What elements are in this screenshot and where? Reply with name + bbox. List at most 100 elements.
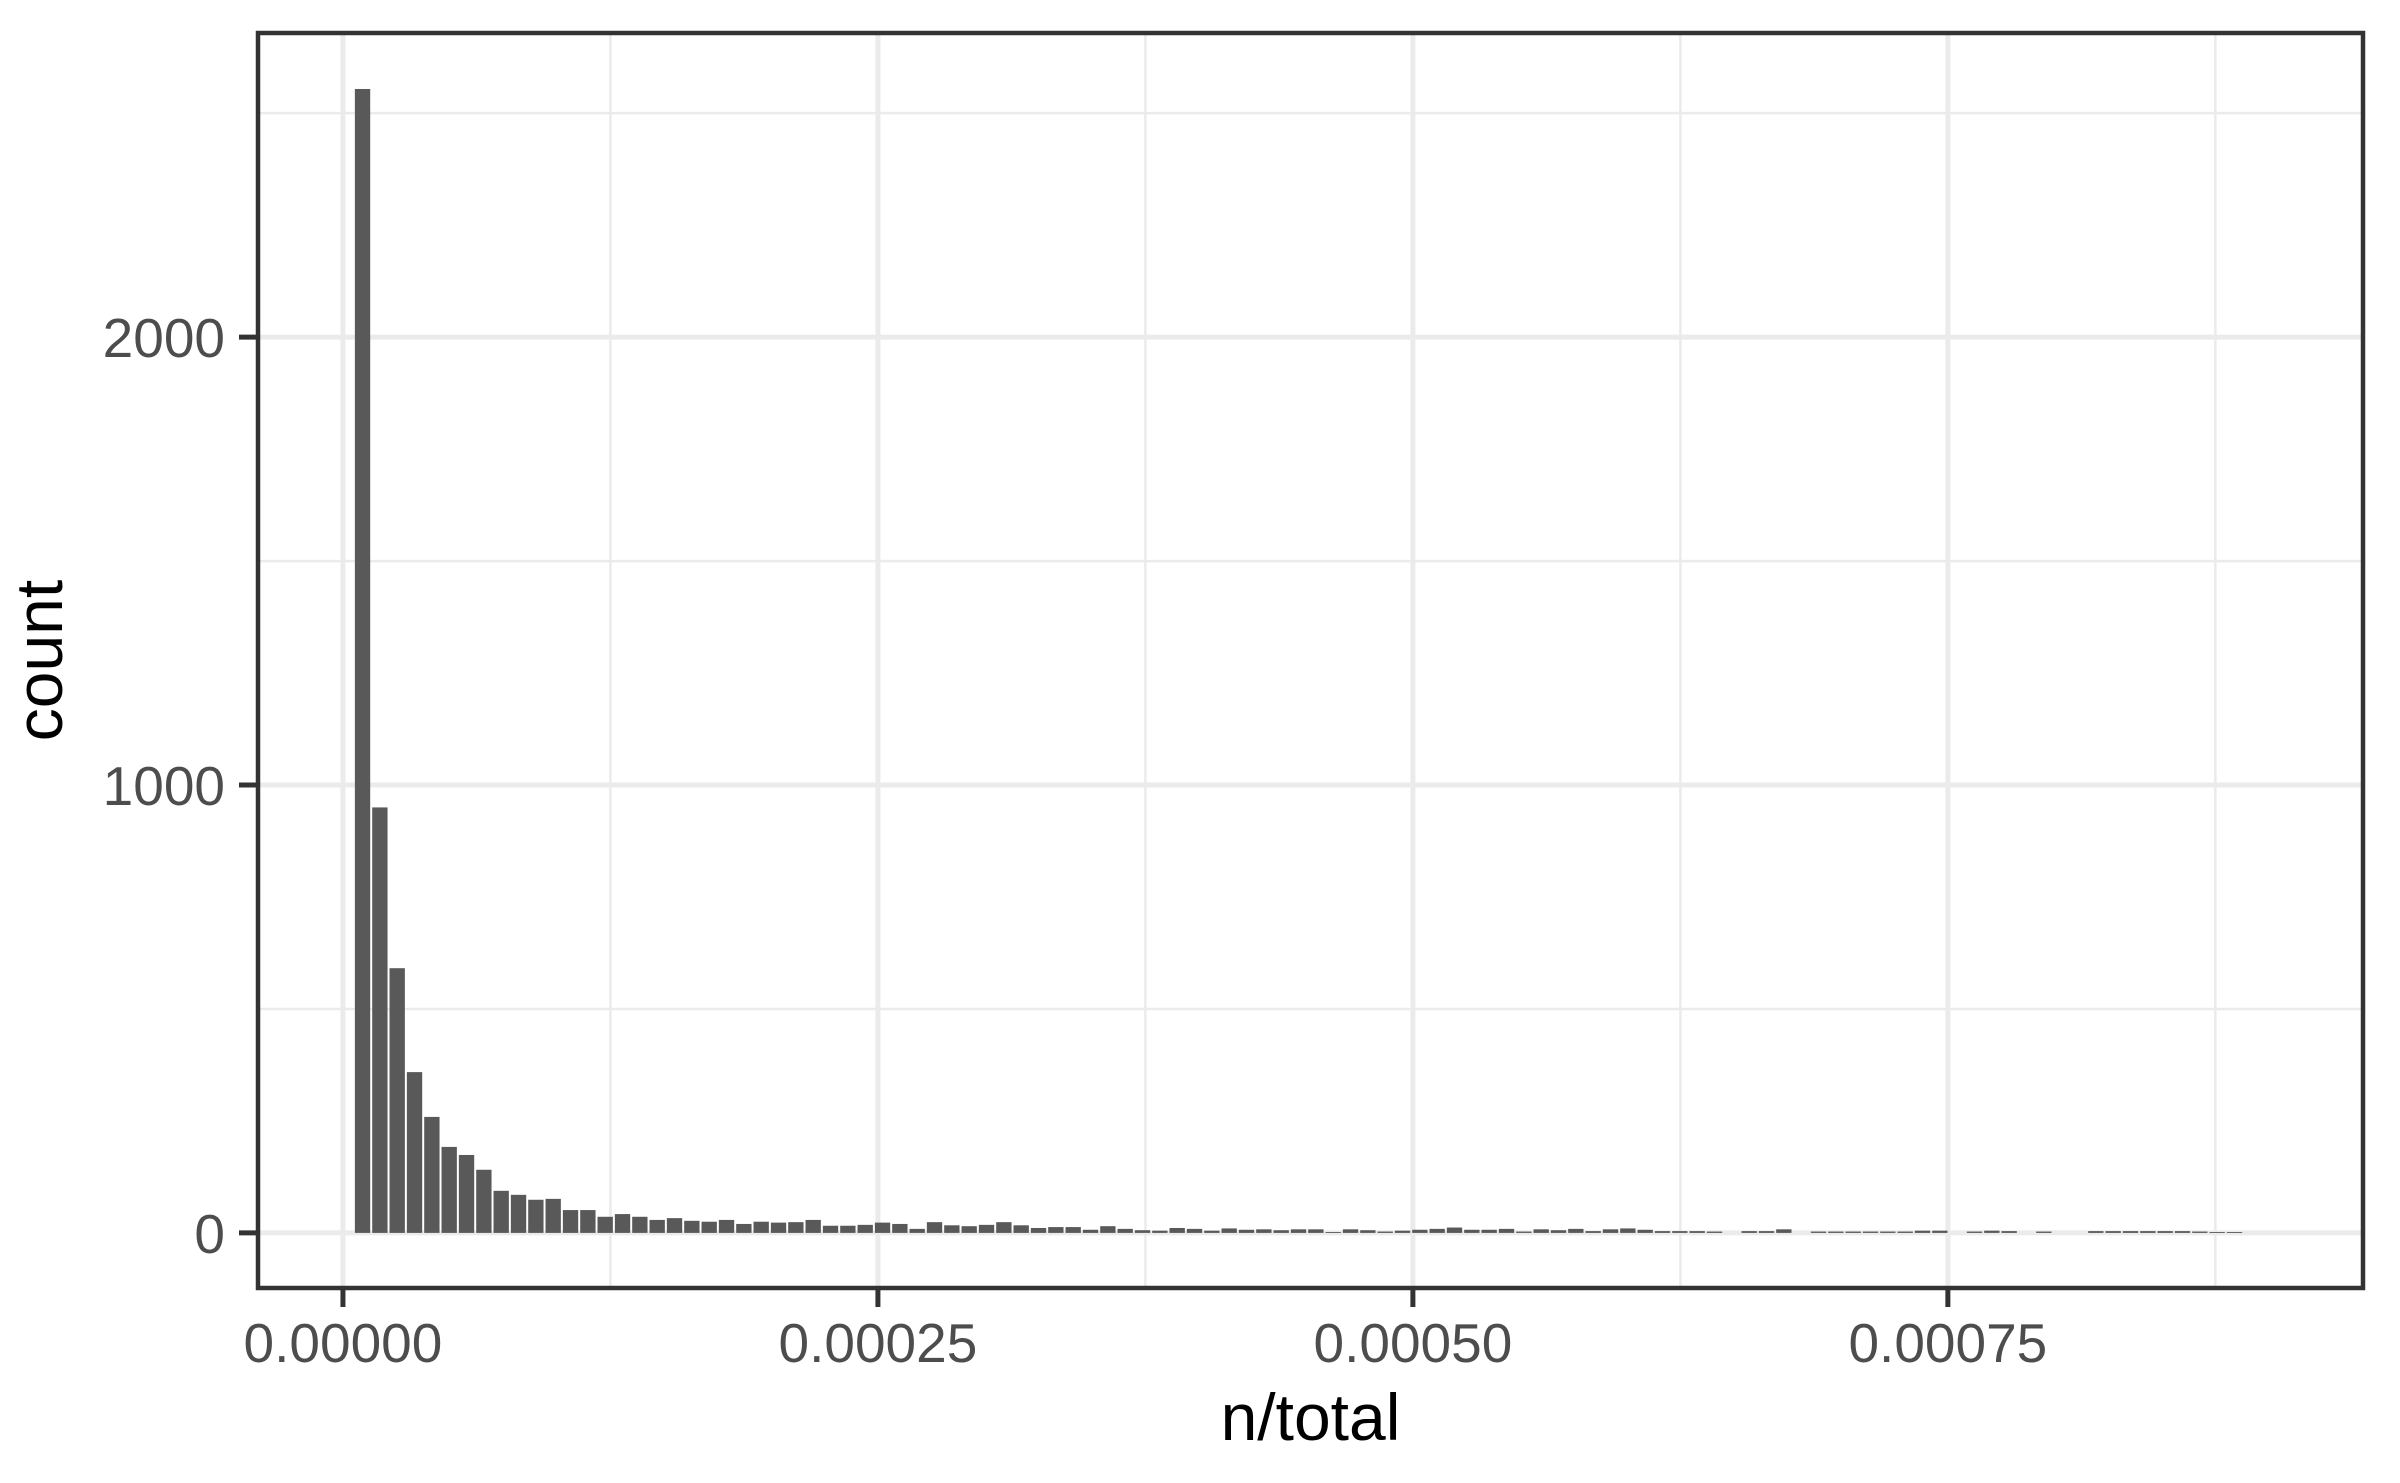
histogram-bar bbox=[1966, 1231, 1983, 1233]
histogram-bar bbox=[1602, 1229, 1619, 1233]
histogram-bar bbox=[528, 1199, 544, 1233]
histogram-bar bbox=[857, 1224, 873, 1233]
x-tick-label: 0.00050 bbox=[1313, 1312, 1512, 1374]
histogram-bar bbox=[1481, 1229, 1497, 1233]
histogram-bar bbox=[562, 1210, 579, 1233]
histogram-bar bbox=[1637, 1229, 1653, 1233]
histogram-bars bbox=[354, 88, 2243, 1233]
histogram-bar bbox=[1464, 1229, 1480, 1233]
histogram-bar bbox=[354, 88, 371, 1233]
histogram-bar bbox=[892, 1223, 908, 1233]
histogram-bar bbox=[1030, 1227, 1047, 1233]
histogram-bar bbox=[753, 1221, 769, 1233]
histogram-bar bbox=[389, 968, 405, 1233]
histogram-bar bbox=[770, 1222, 787, 1233]
histogram-bar bbox=[1914, 1230, 1931, 1233]
histogram-bar bbox=[1880, 1231, 1896, 1233]
histogram-bar bbox=[1498, 1228, 1515, 1233]
x-tick-label: 0.00000 bbox=[244, 1312, 443, 1374]
histogram-bar bbox=[701, 1221, 717, 1233]
histogram-bar bbox=[666, 1218, 683, 1233]
histogram-bar bbox=[1100, 1226, 1116, 1233]
histogram-bar bbox=[580, 1210, 596, 1233]
histogram-bar bbox=[926, 1222, 943, 1233]
histogram-bar bbox=[1689, 1231, 1705, 1233]
axis-tick-labels: 0.00000 0.00025 0.00050 0.00075 0 1000 2000 bbox=[103, 307, 2048, 1374]
histogram-bar bbox=[1810, 1231, 1827, 1233]
x-axis-title: n/total bbox=[1221, 1380, 1401, 1454]
histogram-bar bbox=[944, 1225, 960, 1233]
histogram-bar bbox=[874, 1222, 891, 1233]
histogram-bar bbox=[1654, 1231, 1671, 1233]
histogram-bar bbox=[1152, 1230, 1168, 1233]
histogram-bar bbox=[406, 1072, 423, 1233]
histogram-bar bbox=[1862, 1231, 1879, 1233]
histogram-bar bbox=[2105, 1231, 2121, 1233]
histogram-bar bbox=[1741, 1231, 1757, 1233]
histogram-bar bbox=[1221, 1228, 1237, 1233]
histogram-bar bbox=[1290, 1229, 1307, 1233]
histogram-bar bbox=[1065, 1227, 1081, 1233]
histogram-bar bbox=[1082, 1229, 1099, 1233]
histogram-bar bbox=[1429, 1228, 1445, 1233]
histogram-bar bbox=[1117, 1228, 1133, 1233]
histogram-bar bbox=[2174, 1231, 2191, 1233]
y-tick-label: 2000 bbox=[103, 307, 225, 369]
grid-minor-lines bbox=[258, 33, 2363, 1288]
histogram-bar bbox=[2001, 1231, 2017, 1233]
histogram-bar bbox=[2088, 1231, 2104, 1233]
histogram-bar bbox=[614, 1214, 631, 1233]
histogram-bar bbox=[510, 1194, 527, 1233]
histogram-bar bbox=[1828, 1231, 1844, 1233]
histogram-bar bbox=[805, 1219, 821, 1233]
histogram-bar bbox=[996, 1222, 1012, 1233]
x-tick-label: 0.00025 bbox=[779, 1312, 978, 1374]
histogram-bar bbox=[476, 1169, 492, 1233]
histogram-bar bbox=[1620, 1228, 1636, 1233]
histogram-bar bbox=[736, 1223, 752, 1233]
histogram-bar bbox=[1394, 1230, 1411, 1233]
panel-border bbox=[255, 30, 2366, 1291]
histogram-bar bbox=[822, 1225, 839, 1233]
histogram-bar bbox=[909, 1228, 925, 1233]
histogram-bar bbox=[424, 1116, 440, 1233]
histogram-bar bbox=[1169, 1227, 1185, 1233]
histogram-bar bbox=[1533, 1229, 1549, 1233]
y-tick-label: 1000 bbox=[103, 755, 225, 817]
histogram-bar bbox=[1256, 1229, 1272, 1233]
histogram-bar bbox=[1412, 1229, 1428, 1233]
histogram-bar bbox=[2140, 1231, 2156, 1233]
histogram-bar bbox=[1568, 1228, 1584, 1233]
histogram-bar bbox=[1550, 1230, 1567, 1233]
axis-tick-marks bbox=[239, 334, 1951, 1307]
histogram-bar bbox=[1204, 1230, 1220, 1233]
histogram-bar bbox=[2036, 1231, 2052, 1233]
histogram-bar bbox=[1048, 1227, 1064, 1233]
histogram-bar bbox=[1377, 1231, 1393, 1233]
histogram-bar bbox=[1776, 1229, 1792, 1233]
histogram-bar bbox=[1342, 1229, 1359, 1233]
histogram-bar bbox=[441, 1146, 457, 1233]
histogram-bar bbox=[1238, 1229, 1255, 1233]
histogram-bar bbox=[1273, 1230, 1289, 1233]
histogram-bar bbox=[2157, 1231, 2173, 1233]
histogram-bar bbox=[2226, 1232, 2243, 1233]
histogram-bar bbox=[1984, 1230, 2000, 1233]
histogram-bar bbox=[458, 1154, 475, 1233]
histogram-bar bbox=[1845, 1231, 1861, 1233]
histogram-bar bbox=[2122, 1231, 2139, 1233]
histogram-bar bbox=[718, 1219, 735, 1233]
histogram-bar bbox=[597, 1216, 613, 1233]
histogram-bar bbox=[1446, 1227, 1463, 1233]
histogram-bar bbox=[2192, 1231, 2208, 1233]
histogram-bar bbox=[493, 1190, 509, 1233]
histogram-bar bbox=[1897, 1231, 1913, 1233]
histogram-bar bbox=[1585, 1231, 1601, 1233]
histogram-bar bbox=[1360, 1230, 1376, 1233]
histogram-bar bbox=[1932, 1230, 1948, 1233]
histogram-bar bbox=[1516, 1231, 1532, 1233]
histogram-bar bbox=[1325, 1232, 1341, 1233]
